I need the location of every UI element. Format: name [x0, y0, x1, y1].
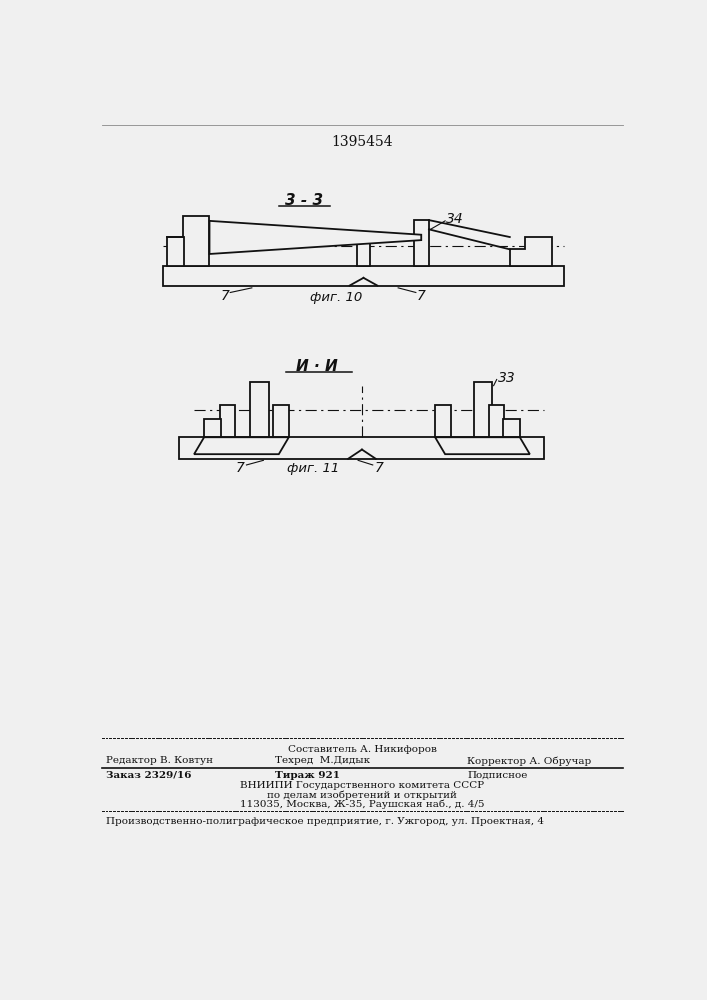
Text: Редактор В. Ковтун: Редактор В. Ковтун: [105, 756, 213, 765]
Bar: [182, 216, 209, 266]
Bar: [474, 382, 492, 437]
Text: 34: 34: [446, 212, 464, 226]
Polygon shape: [435, 437, 530, 454]
Text: 7: 7: [236, 461, 245, 475]
Polygon shape: [194, 437, 288, 454]
Text: 33: 33: [498, 371, 516, 385]
Bar: [179, 437, 544, 459]
Text: Заказ 2329/16: Заказ 2329/16: [105, 771, 191, 780]
Bar: [274, 405, 288, 437]
Text: 3 - 3: 3 - 3: [285, 193, 323, 208]
Text: Техред  М.Дидык: Техред М.Дидык: [275, 756, 370, 765]
Text: 7: 7: [221, 289, 229, 303]
Bar: [414, 220, 429, 266]
Text: фиг. 11: фиг. 11: [287, 462, 339, 475]
Bar: [167, 237, 184, 266]
Text: фиг. 10: фиг. 10: [310, 291, 363, 304]
Text: Подписное: Подписное: [467, 771, 528, 780]
Text: Корректор А. Обручар: Корректор А. Обручар: [467, 756, 592, 766]
Text: 113035, Москва, Ж-35, Раушская наб., д. 4/5: 113035, Москва, Ж-35, Раушская наб., д. …: [240, 800, 484, 809]
Bar: [489, 405, 504, 437]
Text: Производственно-полиграфическое предприятие, г. Ужгород, ул. Проектная, 4: Производственно-полиграфическое предприя…: [105, 817, 544, 826]
Text: по делам изобретений и открытий: по делам изобретений и открытий: [267, 791, 457, 800]
Text: Тираж 921: Тираж 921: [275, 771, 340, 780]
Text: 7: 7: [417, 289, 426, 303]
Bar: [250, 382, 269, 437]
Bar: [219, 405, 235, 437]
Bar: [435, 405, 450, 437]
Polygon shape: [209, 221, 421, 254]
Text: ВНИИПИ Государственного комитета СССР: ВНИИПИ Государственного комитета СССР: [240, 781, 484, 790]
Polygon shape: [510, 237, 552, 266]
Text: Составитель А. Никифоров: Составитель А. Никифоров: [288, 745, 436, 754]
Bar: [503, 419, 520, 437]
Bar: [357, 243, 370, 266]
Text: 7: 7: [375, 461, 383, 475]
Bar: [204, 419, 221, 437]
Text: И · И: И · И: [296, 359, 338, 374]
Text: 1395454: 1395454: [331, 135, 393, 149]
Bar: [163, 266, 563, 286]
